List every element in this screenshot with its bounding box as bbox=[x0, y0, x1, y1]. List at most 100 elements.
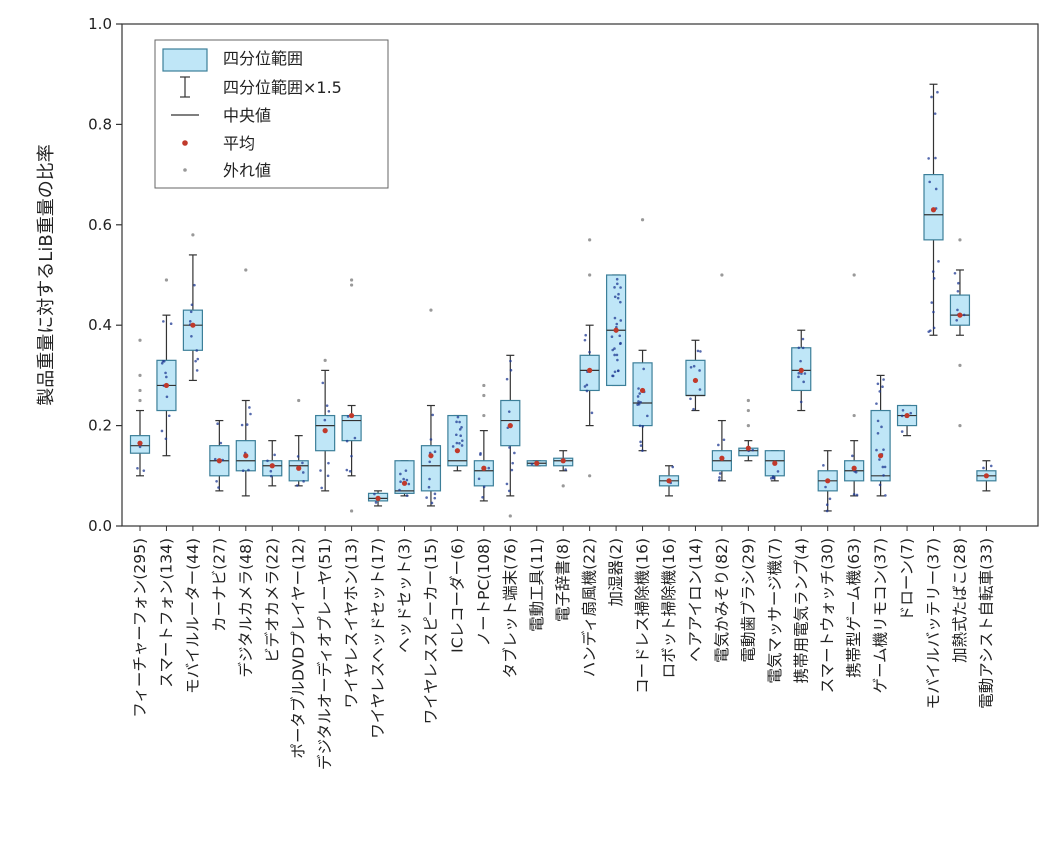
data-point bbox=[692, 407, 695, 411]
data-point bbox=[583, 338, 587, 342]
data-point bbox=[852, 492, 856, 496]
data-point bbox=[931, 270, 935, 273]
box-group bbox=[923, 83, 944, 336]
data-point bbox=[407, 482, 411, 486]
mean-marker bbox=[560, 458, 566, 464]
category-label: デジタルオーディオプレーヤ(51) bbox=[315, 538, 334, 770]
data-point bbox=[718, 476, 721, 479]
data-point bbox=[698, 388, 702, 391]
data-point bbox=[957, 281, 960, 285]
data-point bbox=[900, 430, 904, 433]
box-group bbox=[526, 460, 547, 467]
mean-marker bbox=[957, 312, 963, 318]
mean-marker bbox=[243, 453, 249, 459]
category-label: 電動工具(11) bbox=[528, 538, 546, 632]
category-label: モバイルルーター(44) bbox=[184, 538, 202, 694]
box-group bbox=[791, 329, 812, 412]
data-point bbox=[477, 477, 481, 481]
data-point bbox=[399, 480, 402, 484]
data-point bbox=[510, 468, 514, 472]
category-label: ゲーム機リモコン(37) bbox=[872, 538, 890, 693]
data-point bbox=[296, 455, 300, 458]
data-point bbox=[507, 410, 511, 413]
category-label: 携帯型ゲーム機(63) bbox=[845, 538, 863, 678]
outlier-point bbox=[138, 388, 142, 393]
data-point bbox=[876, 382, 880, 386]
data-point bbox=[619, 342, 622, 346]
data-point bbox=[350, 454, 353, 458]
data-point bbox=[638, 392, 642, 395]
data-point bbox=[505, 482, 509, 486]
outlier-point bbox=[164, 278, 169, 282]
data-point bbox=[618, 334, 622, 338]
mean-marker bbox=[930, 207, 937, 213]
data-point bbox=[295, 484, 299, 487]
mean-marker bbox=[481, 465, 487, 471]
data-point bbox=[585, 389, 589, 393]
data-point bbox=[507, 489, 511, 493]
outlier-point bbox=[244, 268, 248, 272]
mean-marker bbox=[719, 455, 725, 461]
data-point bbox=[142, 469, 146, 472]
data-point bbox=[193, 283, 196, 287]
outlier-point bbox=[958, 424, 962, 428]
data-point bbox=[717, 443, 720, 447]
data-point bbox=[611, 348, 614, 352]
outlier-point bbox=[640, 218, 645, 222]
data-point bbox=[460, 426, 463, 429]
box-group bbox=[447, 414, 468, 472]
box-group bbox=[156, 278, 177, 457]
data-point bbox=[455, 420, 458, 424]
data-point bbox=[878, 458, 881, 461]
box-group bbox=[209, 419, 230, 492]
mean-marker bbox=[745, 445, 751, 451]
data-point bbox=[402, 477, 405, 481]
data-point bbox=[398, 488, 401, 492]
iqr-box bbox=[420, 445, 442, 492]
data-point bbox=[803, 372, 807, 375]
category-label: ワイヤレスイヤホン(13) bbox=[343, 538, 361, 708]
data-point bbox=[696, 349, 700, 353]
data-point bbox=[487, 466, 491, 470]
category-label: 電気かみそり(82) bbox=[713, 538, 731, 663]
iqr-box bbox=[182, 309, 203, 351]
data-point bbox=[196, 357, 200, 361]
data-point bbox=[611, 374, 614, 378]
data-point bbox=[934, 156, 937, 160]
box-group bbox=[738, 398, 759, 462]
mean-marker bbox=[878, 453, 884, 459]
data-point bbox=[427, 485, 431, 489]
data-point bbox=[345, 468, 349, 472]
data-point bbox=[851, 454, 854, 458]
box-group bbox=[473, 383, 494, 502]
data-point bbox=[323, 418, 327, 422]
data-point bbox=[266, 459, 269, 463]
data-point bbox=[460, 439, 464, 442]
data-point bbox=[722, 438, 726, 442]
category-label: ワイヤレスヘッドセット(17) bbox=[369, 538, 387, 739]
data-point bbox=[825, 509, 829, 513]
data-point bbox=[928, 180, 931, 184]
data-point bbox=[511, 461, 514, 465]
y-tick-label: 0.0 bbox=[88, 517, 112, 535]
data-point bbox=[167, 414, 171, 418]
data-point bbox=[854, 470, 858, 474]
data-point bbox=[637, 400, 640, 403]
data-point bbox=[956, 289, 960, 293]
data-point bbox=[718, 478, 721, 482]
category-label: デジタルカメラ(48) bbox=[236, 538, 255, 678]
data-point bbox=[353, 436, 357, 440]
data-point bbox=[405, 478, 409, 482]
data-point bbox=[269, 469, 273, 473]
outlier-point bbox=[350, 283, 354, 287]
data-point bbox=[455, 441, 459, 445]
mean-marker bbox=[137, 440, 143, 446]
data-point bbox=[190, 334, 193, 338]
box-group bbox=[129, 338, 151, 477]
mean-marker bbox=[269, 463, 275, 469]
data-point bbox=[930, 301, 934, 304]
data-point bbox=[613, 353, 616, 357]
data-point bbox=[188, 320, 192, 323]
outlier-point bbox=[958, 363, 962, 367]
data-point bbox=[882, 474, 885, 477]
